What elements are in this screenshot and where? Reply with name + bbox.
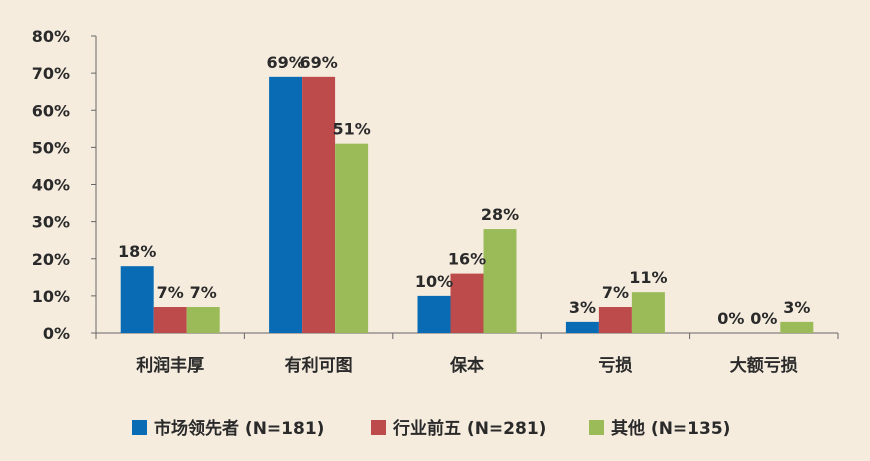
data-label: 51% — [332, 120, 370, 139]
bar — [780, 321, 814, 333]
bar — [483, 229, 517, 333]
bar — [598, 307, 632, 333]
bar — [417, 295, 451, 333]
category-labels: 利润丰厚 有利可图 保本 亏损 大额亏损 — [136, 355, 798, 376]
bar — [335, 143, 369, 333]
bar — [153, 307, 187, 333]
data-label: 28% — [481, 205, 519, 224]
data-label: 3% — [569, 298, 596, 317]
legend-label: 市场领先者 (N=181) — [154, 418, 324, 439]
data-labels: 18%7% 7%69%69%51%10%16%28%3%7%11%0% 0%3% — [118, 53, 810, 328]
category-label: 利润丰厚 — [136, 355, 204, 376]
legend-swatch — [132, 420, 147, 435]
data-label: 18% — [118, 242, 156, 261]
bar — [302, 76, 336, 334]
category-label: 保本 — [449, 355, 484, 376]
data-label: 3% — [783, 298, 810, 317]
bar — [120, 266, 154, 333]
data-label: 16% — [448, 250, 486, 269]
y-tick-label: 60% — [32, 101, 70, 120]
category-label: 有利可图 — [285, 355, 353, 376]
data-label: 10% — [415, 272, 453, 291]
category-label: 大额亏损 — [730, 355, 798, 376]
y-axis-ticks: 0% 10% 20% 30% 40% 50% 60% 70% 80% — [32, 27, 96, 343]
bar — [186, 307, 220, 333]
bar — [269, 76, 303, 334]
bar — [631, 292, 665, 333]
y-tick-label: 30% — [32, 213, 70, 232]
data-label: 0% — [750, 309, 777, 328]
legend: 市场领先者 (N=181) 行业前五 (N=281) 其他 (N=135) — [132, 418, 730, 439]
legend-label: 行业前五 (N=281) — [392, 418, 546, 439]
data-label: 7% — [157, 283, 184, 302]
y-tick-label: 0% — [43, 324, 70, 343]
category-label: 亏损 — [598, 355, 632, 376]
legend-swatch — [589, 420, 604, 435]
bars — [120, 76, 814, 334]
y-tick-label: 20% — [32, 250, 70, 269]
y-tick-label: 10% — [32, 287, 70, 306]
y-tick-label: 80% — [32, 27, 70, 46]
y-tick-label: 40% — [32, 176, 70, 195]
y-tick-label: 70% — [32, 64, 70, 83]
data-label: 7% — [602, 283, 629, 302]
y-tick-label: 50% — [32, 138, 70, 157]
data-label: 7% — [190, 283, 217, 302]
data-label: 69% — [299, 53, 337, 72]
legend-swatch — [371, 420, 386, 435]
bar — [565, 321, 599, 333]
data-label: 11% — [629, 268, 667, 287]
data-label: 0% — [717, 309, 744, 328]
data-label: 69% — [266, 53, 304, 72]
bar — [450, 273, 484, 333]
legend-label: 其他 (N=135) — [611, 418, 730, 439]
